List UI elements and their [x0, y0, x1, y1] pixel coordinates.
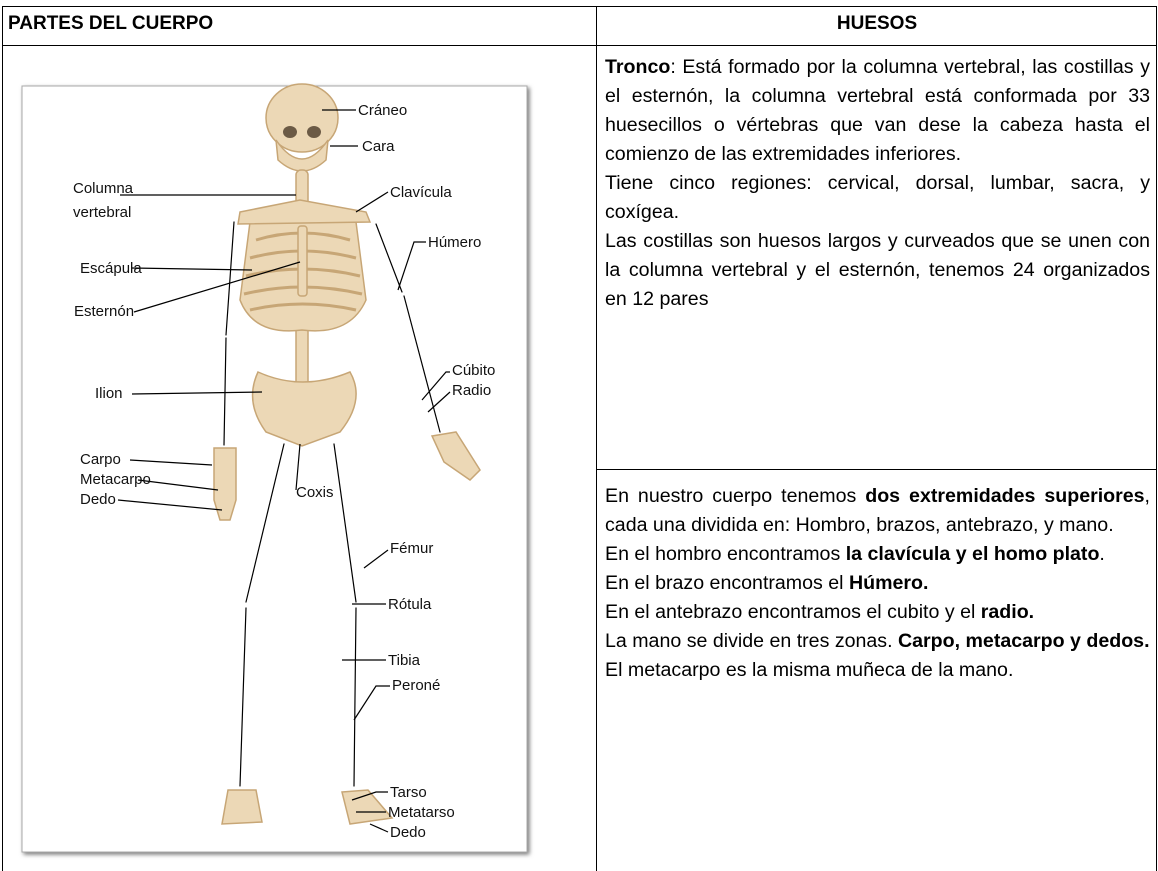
figure-label: Columna	[73, 180, 134, 197]
figure-label: Cara	[362, 138, 395, 155]
paragraph: La mano se divide en tres zonas. Carpo, …	[605, 627, 1150, 656]
figure-label: Rótula	[388, 596, 432, 613]
bold-text: dos extremidades superiores	[865, 485, 1145, 507]
figure-label: Dedo	[390, 824, 426, 841]
text: Las costillas son huesos largos y curvea…	[605, 230, 1150, 310]
paragraph: En el antebrazo encontramos el cubito y …	[605, 598, 1150, 627]
figure-label: Dedo	[80, 491, 116, 508]
bold-text: Tronco	[605, 56, 671, 78]
skeleton-figure: Cráneo Cara Columna vertebral Clavícula …	[21, 83, 528, 853]
figure-label: Cúbito	[452, 362, 495, 379]
figure-label: Carpo	[80, 451, 121, 468]
paragraph: En nuestro cuerpo tenemos dos extremidad…	[605, 482, 1150, 540]
text: En el antebrazo encontramos el cubito y …	[605, 601, 981, 623]
text: En el brazo encontramos el	[605, 572, 849, 594]
figure-label: Coxis	[296, 484, 334, 501]
text: , cada una dividida en: Hombro, brazos, …	[605, 485, 1150, 536]
border	[596, 6, 597, 871]
border	[597, 469, 1157, 470]
figure-label: Esternón	[74, 303, 134, 320]
text: El metacarpo es la misma muñeca de la ma…	[605, 659, 1014, 681]
figure-label: Cráneo	[358, 102, 407, 119]
bold-text: radio.	[980, 601, 1035, 623]
figure-label: Escápula	[80, 260, 142, 277]
border	[1156, 6, 1157, 871]
text-cell: Tronco: Está formado por la columna vert…	[605, 53, 1150, 314]
figure-label: Peroné	[392, 677, 440, 694]
figure-label: vertebral	[73, 204, 131, 221]
text-cell: En nuestro cuerpo tenemos dos extremidad…	[605, 482, 1150, 685]
paragraph: Tronco: Está formado por la columna vert…	[605, 53, 1150, 169]
figure-label: Metacarpo	[80, 471, 151, 488]
figure-label: Ilion	[95, 385, 123, 402]
bold-text: Húmero.	[848, 572, 929, 594]
text: La mano se divide en tres zonas.	[605, 630, 898, 652]
figure-label: Húmero	[428, 234, 481, 251]
border	[2, 45, 1157, 46]
text: En el hombro encontramos	[605, 543, 846, 565]
border	[2, 6, 1157, 7]
paragraph: Tiene cinco regiones: cervical, dorsal, …	[605, 169, 1150, 227]
figure-label: Radio	[452, 382, 491, 399]
figure-label: Clavícula	[390, 184, 452, 201]
border	[2, 6, 3, 871]
paragraph: Las costillas son huesos largos y curvea…	[605, 227, 1150, 314]
figure-label: Fémur	[390, 540, 433, 557]
bold-text: la clavícula y el homo plato	[845, 543, 1100, 565]
paragraph: En el hombro encontramos la clavícula y …	[605, 540, 1150, 569]
skeleton	[213, 83, 481, 825]
paragraph: El metacarpo es la misma muñeca de la ma…	[605, 656, 1150, 685]
header-cell: PARTES DEL CUERPO	[8, 13, 214, 34]
paragraph: En el brazo encontramos el Húmero.	[605, 569, 1150, 598]
text: .	[1099, 543, 1105, 565]
figure-label: Metatarso	[388, 804, 455, 821]
figure-label: Tibia	[388, 652, 421, 669]
text: : Está formado por la columna vertebral,…	[605, 56, 1150, 165]
text: En nuestro cuerpo tenemos	[605, 485, 866, 507]
bold-text: Carpo, metacarpo y dedos.	[898, 630, 1150, 652]
figure-labels: Cráneo Cara Columna vertebral Clavícula …	[73, 102, 495, 841]
header-cell: HUESOS	[836, 13, 918, 34]
text: Tiene cinco regiones: cervical, dorsal, …	[605, 172, 1150, 223]
figure-label: Tarso	[390, 784, 427, 801]
leader-lines	[117, 109, 451, 833]
